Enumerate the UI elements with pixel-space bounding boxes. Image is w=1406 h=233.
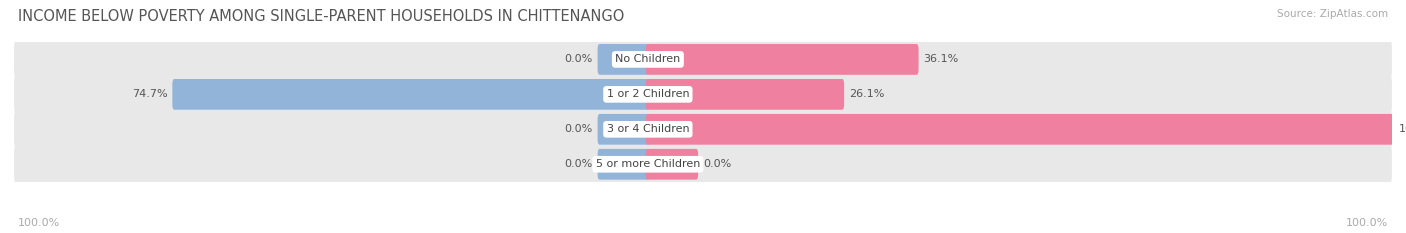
Text: 5 or more Children: 5 or more Children xyxy=(596,159,700,169)
Text: 100.0%: 100.0% xyxy=(1346,218,1388,228)
Text: 0.0%: 0.0% xyxy=(565,55,593,64)
FancyBboxPatch shape xyxy=(645,79,844,110)
Text: 1 or 2 Children: 1 or 2 Children xyxy=(606,89,689,99)
FancyBboxPatch shape xyxy=(598,114,650,145)
Text: 0.0%: 0.0% xyxy=(565,124,593,134)
Text: 0.0%: 0.0% xyxy=(703,159,731,169)
FancyBboxPatch shape xyxy=(645,114,1393,145)
FancyBboxPatch shape xyxy=(645,149,699,180)
FancyBboxPatch shape xyxy=(14,73,1392,116)
FancyBboxPatch shape xyxy=(598,149,650,180)
Text: Source: ZipAtlas.com: Source: ZipAtlas.com xyxy=(1277,9,1388,19)
FancyBboxPatch shape xyxy=(173,79,650,110)
Text: 0.0%: 0.0% xyxy=(565,159,593,169)
FancyBboxPatch shape xyxy=(14,108,1392,151)
Text: 100.0%: 100.0% xyxy=(1399,124,1406,134)
FancyBboxPatch shape xyxy=(14,143,1392,186)
Text: 36.1%: 36.1% xyxy=(924,55,959,64)
FancyBboxPatch shape xyxy=(645,44,918,75)
Text: 26.1%: 26.1% xyxy=(849,89,884,99)
FancyBboxPatch shape xyxy=(14,38,1392,81)
Text: No Children: No Children xyxy=(616,55,681,64)
Text: 74.7%: 74.7% xyxy=(132,89,167,99)
Text: 100.0%: 100.0% xyxy=(18,218,60,228)
Text: INCOME BELOW POVERTY AMONG SINGLE-PARENT HOUSEHOLDS IN CHITTENANGO: INCOME BELOW POVERTY AMONG SINGLE-PARENT… xyxy=(18,9,624,24)
FancyBboxPatch shape xyxy=(598,44,650,75)
Text: 3 or 4 Children: 3 or 4 Children xyxy=(606,124,689,134)
